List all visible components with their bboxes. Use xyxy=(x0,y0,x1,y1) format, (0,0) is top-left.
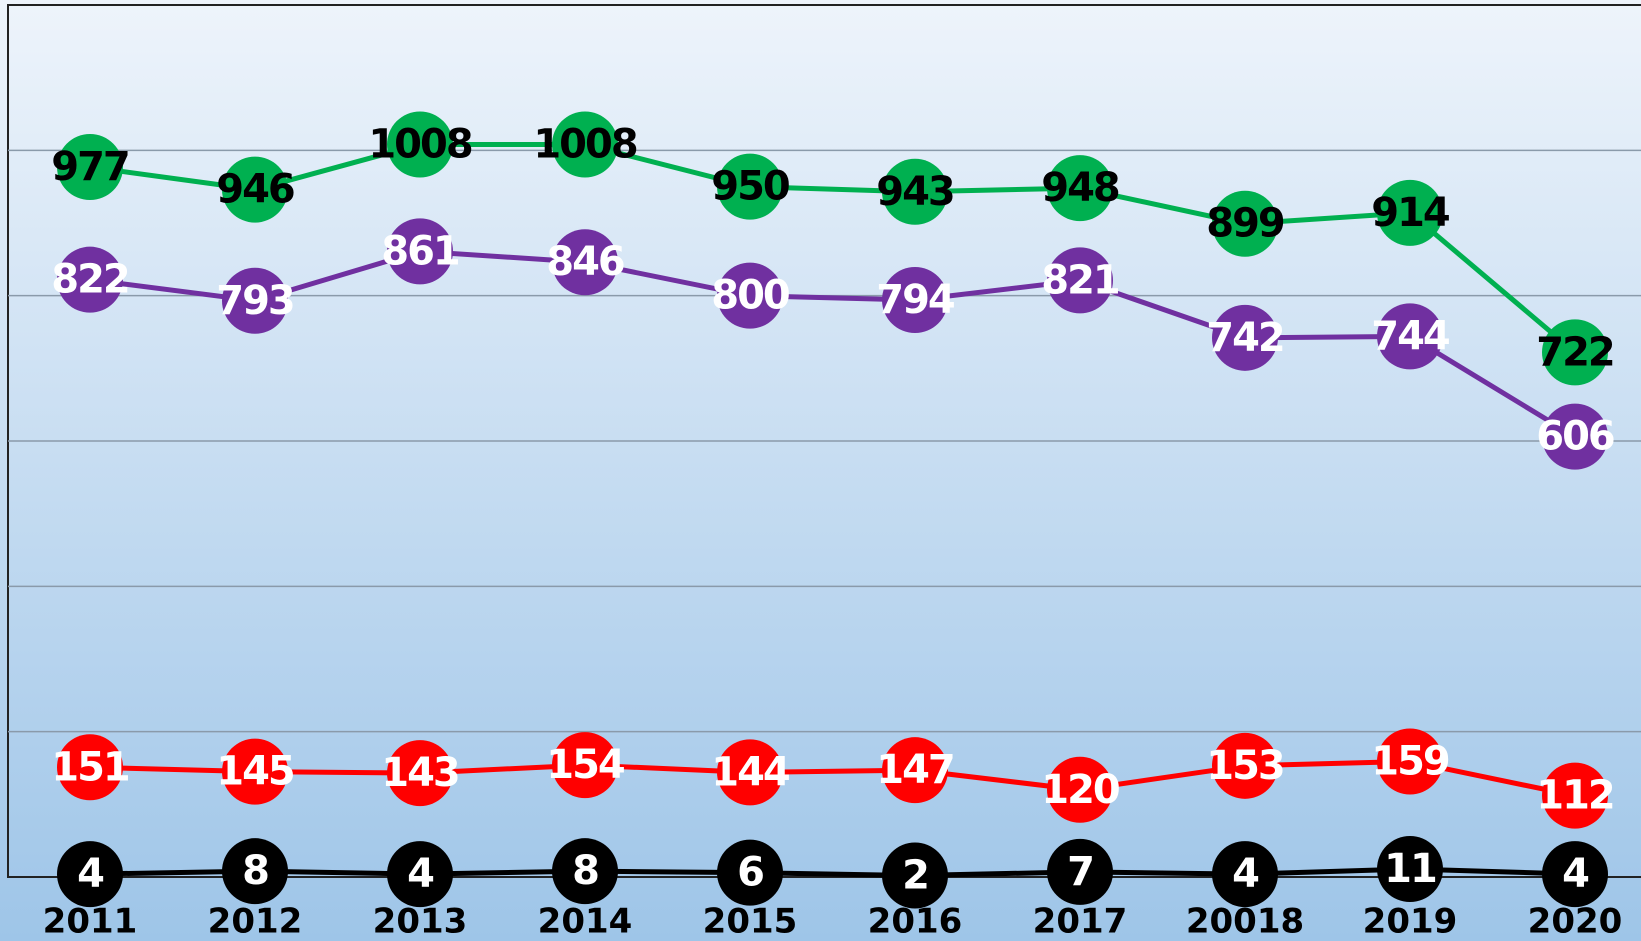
data-point xyxy=(1047,155,1113,222)
data-label: 143 xyxy=(381,750,459,796)
data-label: 1008 xyxy=(533,122,636,168)
x-tick-label: 20018 xyxy=(1186,902,1304,941)
data-point xyxy=(1542,841,1608,908)
series-line xyxy=(89,758,1576,799)
data-point xyxy=(882,737,948,804)
data-label: 846 xyxy=(546,239,624,285)
data-label: 2 xyxy=(902,853,928,899)
data-label: 861 xyxy=(381,228,459,274)
data-label: 4 xyxy=(1562,851,1588,897)
data-point xyxy=(1377,303,1443,370)
data-label: 153 xyxy=(1206,743,1284,789)
x-tick-label: 2011 xyxy=(43,902,138,941)
data-label: 822 xyxy=(51,257,129,303)
series-line xyxy=(89,248,1577,439)
data-label: 821 xyxy=(1041,257,1119,303)
data-point xyxy=(717,739,783,806)
data-label: 793 xyxy=(216,278,294,324)
data-point xyxy=(57,134,123,201)
data-point xyxy=(222,267,288,334)
data-point xyxy=(57,734,123,801)
data-label: 943 xyxy=(876,169,954,215)
data-point xyxy=(1542,403,1608,470)
data-label: 159 xyxy=(1371,738,1449,784)
data-point xyxy=(1047,247,1113,314)
data-point xyxy=(882,267,948,334)
data-label: 950 xyxy=(711,164,789,210)
data-point xyxy=(1212,304,1278,371)
data-label: 4 xyxy=(77,851,103,897)
x-tick-label: 2015 xyxy=(703,902,798,941)
data-label: 794 xyxy=(876,277,954,323)
data-label: 4 xyxy=(407,851,433,897)
data-label: 914 xyxy=(1371,190,1449,236)
data-point xyxy=(552,111,618,178)
data-point xyxy=(552,732,618,799)
data-label: 6 xyxy=(737,850,763,896)
data-point xyxy=(882,842,948,909)
data-label: 946 xyxy=(216,167,294,213)
data-label: 977 xyxy=(51,144,129,190)
data-point xyxy=(387,111,453,178)
data-point xyxy=(717,839,783,906)
data-label: 722 xyxy=(1536,329,1614,375)
data-point xyxy=(552,229,618,296)
x-tick-label: 2020 xyxy=(1528,902,1623,941)
data-label: 144 xyxy=(711,749,789,795)
data-label: 7 xyxy=(1067,849,1093,895)
data-label: 1008 xyxy=(368,122,471,168)
data-point xyxy=(387,740,453,807)
data-label: 147 xyxy=(876,747,954,793)
data-point xyxy=(222,738,288,805)
data-point xyxy=(717,262,783,329)
data-label: 899 xyxy=(1206,201,1284,247)
data-point xyxy=(222,156,288,223)
data-point xyxy=(882,158,948,225)
x-tick-label: 2019 xyxy=(1363,902,1458,941)
data-point xyxy=(1377,836,1443,903)
data-point xyxy=(1047,756,1113,823)
data-point xyxy=(1212,732,1278,799)
data-point xyxy=(1377,728,1443,795)
data-label: 154 xyxy=(546,742,624,788)
data-label: 8 xyxy=(572,848,598,894)
data-point xyxy=(717,153,783,220)
data-label: 120 xyxy=(1041,767,1119,813)
data-point xyxy=(1377,179,1443,246)
data-point xyxy=(1542,762,1608,829)
data-label: 8 xyxy=(242,848,268,894)
data-label: 151 xyxy=(51,744,129,790)
data-point xyxy=(1542,319,1608,386)
data-point xyxy=(552,838,618,905)
data-point xyxy=(57,246,123,313)
data-label: 800 xyxy=(711,273,789,319)
data-label: 11 xyxy=(1384,846,1436,892)
data-label: 742 xyxy=(1206,315,1284,361)
data-point xyxy=(57,841,123,908)
data-label: 4 xyxy=(1232,851,1258,897)
data-point xyxy=(1212,841,1278,908)
data-point xyxy=(1212,190,1278,257)
data-label: 606 xyxy=(1536,414,1614,460)
data-label: 112 xyxy=(1536,773,1614,819)
series-line xyxy=(89,866,1576,879)
data-point xyxy=(222,838,288,905)
data-label: 948 xyxy=(1041,165,1119,211)
data-label: 744 xyxy=(1371,313,1449,359)
data-point xyxy=(387,841,453,908)
x-tick-label: 2014 xyxy=(538,902,633,941)
series-line xyxy=(89,142,1577,355)
x-tick-label: 2012 xyxy=(208,902,303,941)
x-tick-label: 2013 xyxy=(373,902,468,941)
data-label: 145 xyxy=(216,749,294,795)
data-point xyxy=(387,218,453,285)
x-tick-label: 2017 xyxy=(1033,902,1128,941)
data-point xyxy=(1047,838,1113,905)
